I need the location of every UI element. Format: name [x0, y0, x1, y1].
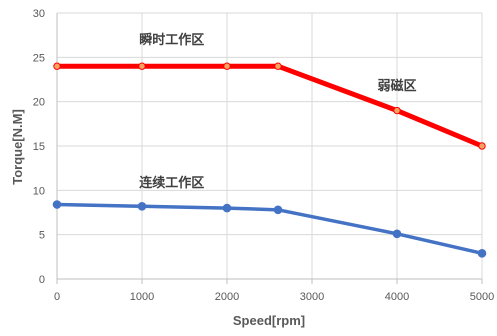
- y-tick-label: 0: [39, 274, 45, 286]
- y-tick-label: 20: [33, 97, 45, 109]
- x-tick-label: 4000: [385, 291, 409, 303]
- series-0-point: [223, 62, 231, 70]
- x-tick-label: 1000: [130, 291, 154, 303]
- y-tick-label: 25: [33, 52, 45, 64]
- annotation-label: 连续工作区: [139, 175, 204, 191]
- axes: [56, 13, 483, 284]
- y-tick-label: 15: [33, 141, 45, 153]
- annotation-label: 弱磁区: [377, 78, 416, 94]
- x-axis-title: Speed[rpm]: [233, 313, 305, 328]
- x-tick-label: 3000: [300, 291, 324, 303]
- series-1-point: [137, 201, 147, 211]
- series-1-point: [52, 200, 62, 209]
- y-tick-labels: 0 5 10 15 20 25 30: [33, 8, 45, 286]
- series-1-line: [55, 202, 484, 256]
- y-axis-title: Torque[N.M]: [10, 109, 25, 185]
- series-1-point: [392, 229, 402, 239]
- series-0-point: [274, 62, 282, 70]
- series-1-point: [273, 205, 283, 215]
- y-tick-label: 5: [39, 230, 45, 242]
- x-tick-label: 2000: [215, 291, 239, 303]
- series-0-line: [54, 63, 485, 149]
- series-0-point: [393, 106, 401, 115]
- y-tick-label: 10: [33, 185, 45, 197]
- series-1-point: [222, 203, 232, 213]
- series-0-point: [478, 142, 486, 150]
- series-0-point: [53, 62, 61, 70]
- y-tick-label: 30: [33, 8, 45, 20]
- series-1-point: [477, 248, 487, 258]
- series-0-point: [138, 62, 146, 70]
- x-tick-label: 5000: [470, 291, 494, 303]
- x-tick-labels: 0 1000 2000 3000 4000 5000: [54, 291, 494, 303]
- x-tick-label: 0: [54, 291, 60, 303]
- data-series: [52, 62, 487, 258]
- annotation-label: 瞬时工作区: [139, 32, 204, 48]
